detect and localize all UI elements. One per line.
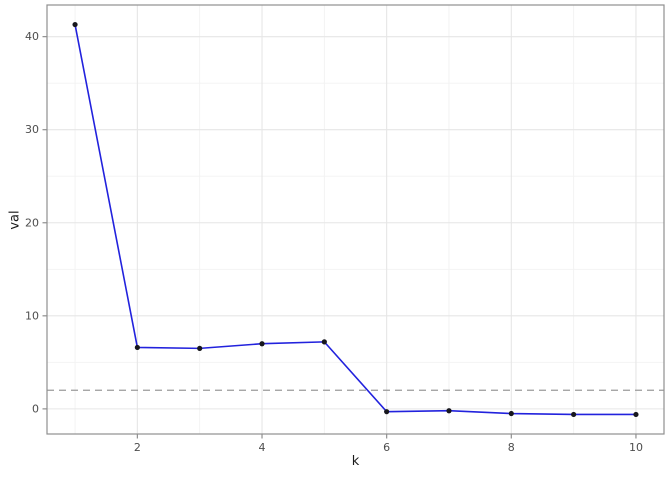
data-series-line [74, 23, 637, 416]
data-point [197, 345, 203, 351]
data-point [633, 411, 639, 418]
panel-border [46, 4, 665, 435]
data-point [384, 409, 390, 415]
data-point [259, 341, 265, 347]
data-point [571, 411, 577, 418]
y-axis-tick-label: 20 [25, 216, 39, 229]
panel-background [47, 5, 664, 434]
x-axis-title: k [351, 454, 360, 469]
data-point [72, 21, 78, 28]
x-axis-tick-label: 4 [259, 441, 266, 454]
data-point [321, 339, 327, 345]
data-point [446, 408, 452, 414]
data-point [508, 410, 514, 417]
y-axis-tick-label: 0 [32, 402, 39, 415]
x-axis-tick-label: 10 [629, 441, 643, 454]
x-axis-tick-label: 6 [383, 441, 390, 454]
y-axis-title: val [7, 210, 23, 230]
y-axis-tick-label: 30 [25, 123, 39, 136]
y-axis-tick-label: 10 [25, 309, 39, 322]
data-point [134, 344, 140, 351]
x-axis-tick-label: 2 [134, 441, 141, 454]
y-axis-tick-label: 40 [25, 30, 39, 43]
x-axis-tick-label: 8 [508, 441, 515, 454]
